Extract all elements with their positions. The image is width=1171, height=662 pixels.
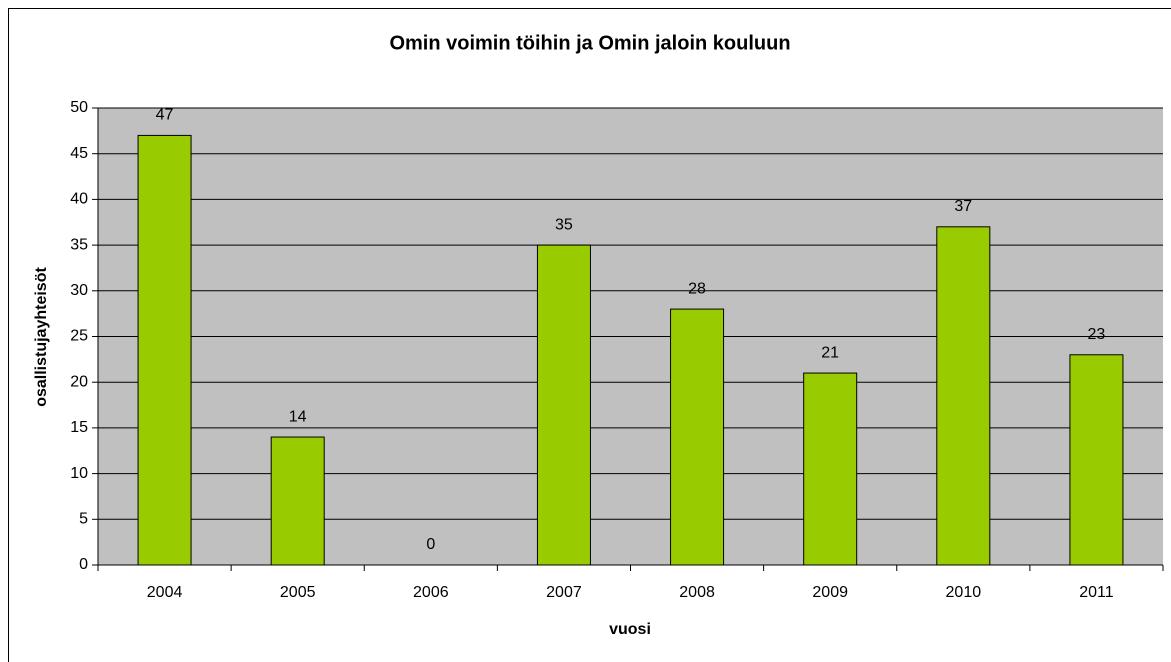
y-tick-label: 30 [70, 282, 88, 299]
y-tick-label: 10 [70, 465, 88, 482]
y-tick-label: 50 [70, 99, 88, 116]
y-tick-label: 20 [70, 373, 88, 390]
bar [936, 226, 991, 566]
x-tick-label: 2009 [812, 584, 848, 601]
bar [1069, 354, 1124, 566]
bar [670, 308, 725, 566]
value-label: 28 [688, 280, 706, 297]
x-tick-label: 2005 [280, 584, 316, 601]
value-label: 37 [954, 198, 972, 215]
bar [270, 436, 325, 566]
y-tick-label: 45 [70, 145, 88, 162]
y-tick-label: 25 [70, 328, 88, 345]
x-tick-label: 2006 [413, 584, 449, 601]
value-label: 35 [555, 216, 573, 233]
bar [137, 134, 192, 566]
value-label: 47 [156, 107, 174, 124]
y-tick-label: 5 [79, 511, 88, 528]
y-tick-label: 40 [70, 191, 88, 208]
y-tick-label: 15 [70, 419, 88, 436]
y-tick-label: 0 [79, 556, 88, 573]
value-label: 0 [426, 536, 435, 553]
y-axis-title: osallistujayhteisöt [33, 267, 50, 407]
value-label: 21 [821, 344, 839, 361]
value-label: 23 [1088, 326, 1106, 343]
x-tick-label: 2007 [546, 584, 582, 601]
y-tick-label: 35 [70, 236, 88, 253]
x-tick-label: 2010 [946, 584, 982, 601]
chart-title: Omin voimin töihin ja Omin jaloin kouluu… [389, 32, 790, 54]
x-tick-label: 2004 [147, 584, 183, 601]
x-tick-label: 2011 [1079, 584, 1114, 601]
value-label: 14 [289, 408, 307, 425]
x-axis-title: vuosi [609, 621, 651, 638]
bar [536, 244, 591, 566]
x-tick-label: 2008 [679, 584, 715, 601]
bar [803, 372, 858, 566]
